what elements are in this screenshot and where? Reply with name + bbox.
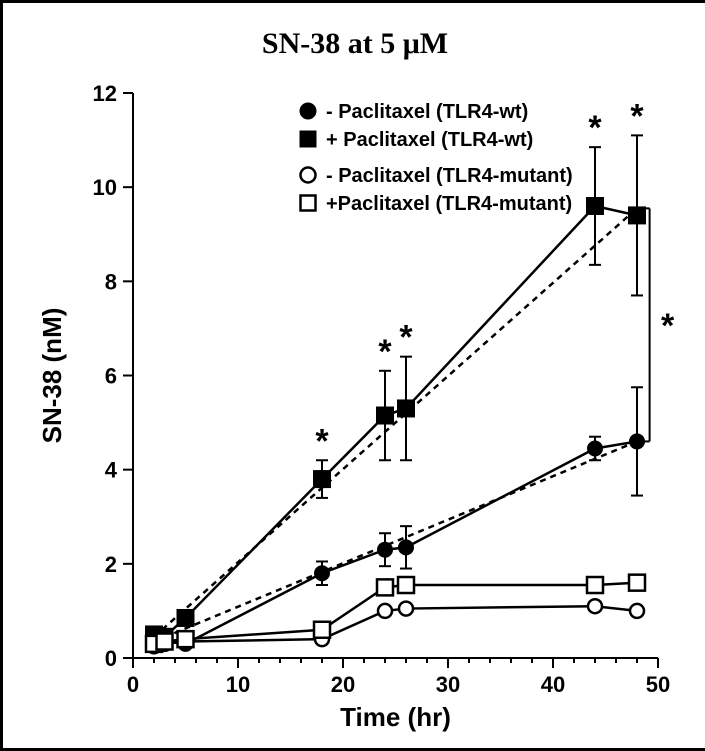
marker-circle-filled	[588, 441, 602, 455]
marker-square-open	[398, 577, 414, 593]
legend-label: - Paclitaxel (TLR4-wt)	[326, 101, 528, 123]
series-minus_pac_wt	[147, 387, 644, 651]
marker-square-filled	[377, 408, 393, 424]
x-tick-label: 30	[436, 672, 460, 697]
trend-line	[154, 441, 637, 641]
marker-square-filled	[629, 207, 645, 223]
legend-label: + Paclitaxel (TLR4-wt)	[326, 129, 533, 151]
marker-square-open	[314, 622, 330, 638]
y-tick-label: 0	[105, 646, 117, 671]
marker-square-open	[301, 196, 316, 211]
marker-square-filled	[301, 132, 316, 147]
y-tick-label: 10	[93, 175, 117, 200]
y-tick-label: 8	[105, 269, 117, 294]
marker-square-open	[178, 631, 194, 647]
x-tick-label: 0	[127, 672, 139, 697]
significance-star: *	[399, 319, 413, 357]
marker-circle-filled	[378, 543, 392, 557]
marker-square-open	[629, 575, 645, 591]
marker-circle-open	[399, 602, 413, 616]
x-axis-title: Time (hr)	[340, 702, 451, 732]
significance-star: *	[315, 422, 329, 460]
legend-label: - Paclitaxel (TLR4-mutant)	[326, 165, 573, 187]
x-tick-label: 10	[226, 672, 250, 697]
chart-svg: SN-38 at 5 μM 0 10 20 30 40 50 0 2 4 6 8 10 12 Time (h…	[3, 3, 705, 748]
marker-circle-open	[630, 604, 644, 618]
marker-square-open	[587, 577, 603, 593]
x-tick-label: 50	[646, 672, 670, 697]
marker-square-open	[157, 634, 173, 650]
x-tick-label: 20	[331, 672, 355, 697]
marker-circle-open	[301, 168, 316, 183]
legend-label: +Paclitaxel (TLR4-mutant)	[326, 193, 572, 215]
marker-square-filled	[398, 400, 414, 416]
marker-circle-filled	[399, 540, 413, 554]
significance-star: *	[588, 109, 602, 147]
chart-container: SN-38 at 5 μM 0 10 20 30 40 50 0 2 4 6 8 10 12 Time (h…	[0, 0, 705, 751]
chart-title: SN-38 at 5 μM	[262, 27, 448, 60]
marker-circle-open	[588, 599, 602, 613]
significance-star: *	[630, 97, 644, 135]
trend-line	[154, 208, 637, 636]
marker-square-filled	[587, 198, 603, 214]
y-tick-label: 4	[105, 458, 118, 483]
marker-circle-filled	[315, 566, 329, 580]
marker-square-filled	[178, 610, 194, 626]
significance-star: *	[378, 333, 392, 371]
y-tick-label: 6	[105, 364, 117, 389]
marker-circle-filled	[301, 104, 316, 119]
y-tick-label: 2	[105, 552, 117, 577]
x-tick-label: 40	[541, 672, 565, 697]
bracket-star: *	[661, 307, 675, 345]
marker-circle-filled	[630, 434, 644, 448]
y-tick-label: 12	[93, 81, 117, 106]
marker-square-filled	[314, 471, 330, 487]
marker-square-open	[377, 579, 393, 595]
y-axis-title: SN-38 (nM)	[37, 308, 67, 444]
series-line	[154, 583, 637, 644]
marker-circle-open	[378, 604, 392, 618]
legend: - Paclitaxel (TLR4-wt) + Paclitaxel (TLR4…	[301, 101, 573, 215]
